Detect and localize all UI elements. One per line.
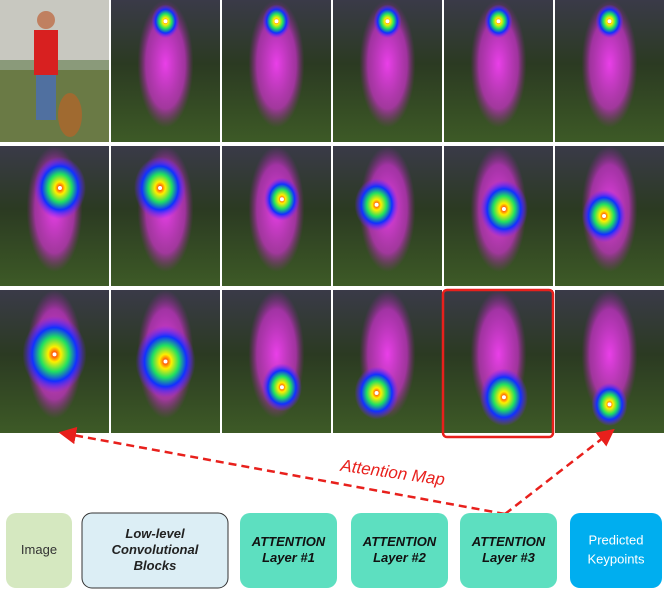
silhouette [581,0,638,128]
grid-cell [222,290,331,433]
pipeline-label: Layer #2 [373,550,427,565]
arrow [58,426,506,516]
keypoint [52,352,57,357]
keypoint [374,390,379,395]
keypoint [57,186,62,190]
silhouette [137,0,194,128]
pipeline-box [240,513,337,588]
pipeline-box [460,513,557,588]
keypoint [496,19,501,24]
keypoint [602,214,607,218]
pipeline-label: ATTENTION [471,534,546,549]
grid-cell [0,290,109,433]
grid-cell [333,290,442,433]
grid-cell [0,146,109,286]
keypoint [279,385,284,390]
keypoint [385,19,390,24]
dog [58,93,82,137]
pipeline-label: Layer #1 [262,550,315,565]
grid-cell [111,0,220,142]
silhouette [581,290,638,419]
keypoint [501,395,506,400]
pipeline-box [81,512,229,589]
grid-cell [444,0,553,142]
keypoint [501,207,506,211]
grid-cell [444,290,553,433]
grid-cell [555,0,664,142]
silhouette [359,0,416,128]
person-legs [36,75,56,120]
pipeline-label: Layer #3 [482,550,536,565]
pipeline-label: Convolutional [112,542,199,557]
pipeline-label: Keypoints [587,551,645,566]
pipeline-label: Low-level [125,526,185,541]
silhouette [248,0,305,128]
grid-cell [111,146,220,286]
grid-cell [555,290,664,433]
arrow [504,428,615,515]
grid-cell [222,146,331,286]
annotation: Attention Map [339,456,447,490]
pipeline-label: Predicted [589,532,644,547]
keypoint [607,402,612,407]
keypoint [607,19,612,24]
grid-cell [222,0,331,142]
highlight-box [441,288,555,439]
keypoint [374,202,379,207]
grid-cell [333,146,442,286]
pipeline-box [570,513,662,588]
pipeline-label: ATTENTION [251,534,326,549]
pipeline-box [351,513,448,588]
pipeline-label: Blocks [134,558,177,573]
attention-grid [0,0,664,433]
keypoint [274,19,279,24]
person-torso [34,30,58,75]
keypoint [163,19,168,24]
keypoint [158,186,163,190]
keypoint [163,359,168,364]
grid-cell [111,290,220,433]
pipeline-label: ATTENTION [362,534,437,549]
pipeline-box [6,513,72,588]
grid-cell [555,146,664,286]
keypoint [279,197,284,202]
silhouette [470,0,527,128]
pipeline-label: Image [21,542,57,557]
grid-cell [444,146,553,286]
grid-cell [0,0,109,142]
person-head [37,11,55,29]
grid-cell [333,0,442,142]
